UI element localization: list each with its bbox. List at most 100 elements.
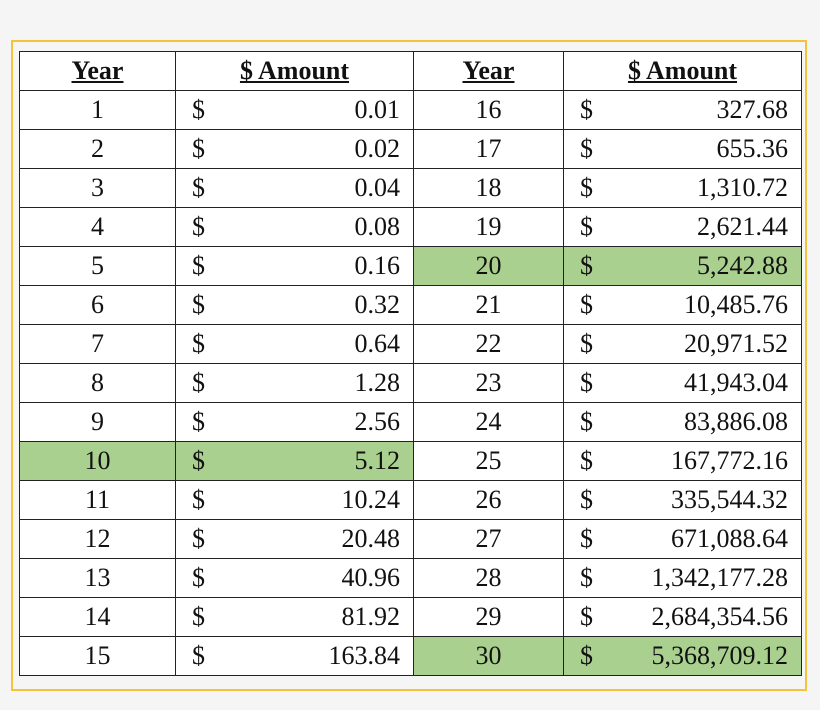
table-row: 12 $20.48 27 $671,088.64 — [19, 519, 802, 559]
amount-cell: $0.32 — [175, 285, 414, 325]
currency-symbol: $ — [192, 602, 205, 631]
currency-symbol: $ — [192, 251, 205, 280]
year-cell: 2 — [19, 129, 176, 169]
table-row: 15 $163.84 30 $5,368,709.12 — [19, 636, 802, 676]
column-header: $ Amount — [175, 51, 414, 91]
currency-symbol: $ — [580, 602, 593, 631]
amount-cell: $0.01 — [175, 90, 414, 130]
year-cell: 23 — [413, 363, 564, 403]
currency-symbol: $ — [580, 134, 593, 163]
amount-cell: $0.08 — [175, 207, 414, 247]
year-cell: 19 — [413, 207, 564, 247]
amount-value: 20,971.52 — [684, 329, 788, 358]
currency-symbol: $ — [580, 407, 593, 436]
frame — [11, 40, 807, 691]
amount-value: 40.96 — [341, 563, 401, 592]
table-row: 7 $0.64 22 $20,971.52 — [19, 324, 802, 364]
year-cell: 10 — [19, 441, 176, 481]
amount-value: 1,310.72 — [697, 173, 788, 202]
currency-symbol: $ — [580, 641, 593, 670]
currency-symbol: $ — [580, 290, 593, 319]
currency-symbol: $ — [192, 485, 205, 514]
currency-symbol: $ — [580, 446, 593, 475]
year-cell: 14 — [19, 597, 176, 637]
amount-cell: $41,943.04 — [563, 363, 802, 403]
amount-value: 5,242.88 — [697, 251, 788, 280]
year-cell: 30 — [413, 636, 564, 676]
amount-cell: $40.96 — [175, 558, 414, 598]
amount-value: 1,342,177.28 — [651, 563, 789, 592]
year-cell: 24 — [413, 402, 564, 442]
currency-symbol: $ — [192, 563, 205, 592]
year-cell: 7 — [19, 324, 176, 364]
amount-value: 2.56 — [354, 407, 401, 436]
year-cell: 8 — [19, 363, 176, 403]
amount-value: 2,684,354.56 — [651, 602, 789, 631]
amount-cell: $0.64 — [175, 324, 414, 364]
year-cell: 29 — [413, 597, 564, 637]
year-cell: 15 — [19, 636, 176, 676]
amount-cell: $10,485.76 — [563, 285, 802, 325]
header-row: Year $ Amount Year $ Amount — [19, 51, 802, 91]
amount-value: 1.28 — [354, 368, 401, 397]
amount-cell: $83,886.08 — [563, 402, 802, 442]
amount-value: 671,088.64 — [671, 524, 788, 553]
year-cell: 22 — [413, 324, 564, 364]
amount-value: 0.01 — [354, 95, 401, 124]
year-cell: 4 — [19, 207, 176, 247]
amount-value: 0.02 — [354, 134, 401, 163]
table-row: 9 $2.56 24 $83,886.08 — [19, 402, 802, 442]
amount-cell: $1.28 — [175, 363, 414, 403]
currency-symbol: $ — [580, 329, 593, 358]
amount-value: 327.68 — [716, 95, 789, 124]
table-body: 1 $0.01 16 $327.68 2 $0.02 17 $655.36 3 $0.04 18 $1… — [19, 90, 802, 676]
amount-value: 5,368,709.12 — [651, 641, 789, 670]
amount-cell: $327.68 — [563, 90, 802, 130]
year-cell: 17 — [413, 129, 564, 169]
amount-cell: $1,342,177.28 — [563, 558, 802, 598]
year-cell: 26 — [413, 480, 564, 520]
amount-cell: $5,368,709.12 — [563, 636, 802, 676]
amount-value: 0.32 — [354, 290, 401, 319]
amount-cell: $5,242.88 — [563, 246, 802, 286]
amount-cell: $2,621.44 — [563, 207, 802, 247]
amount-cell: $0.16 — [175, 246, 414, 286]
table-row: 13 $40.96 28 $1,342,177.28 — [19, 558, 802, 598]
amount-cell: $167,772.16 — [563, 441, 802, 481]
table-row: 2 $0.02 17 $655.36 — [19, 129, 802, 169]
amount-value: 0.08 — [354, 212, 401, 241]
amount-cell: $2.56 — [175, 402, 414, 442]
amount-value: 20.48 — [341, 524, 401, 553]
amount-value: 10,485.76 — [684, 290, 788, 319]
currency-symbol: $ — [580, 212, 593, 241]
amount-value: 0.16 — [354, 251, 401, 280]
amount-value: 83,886.08 — [684, 407, 788, 436]
currency-symbol: $ — [192, 329, 205, 358]
amount-cell: $1,310.72 — [563, 168, 802, 208]
amount-cell: $20,971.52 — [563, 324, 802, 364]
amount-value: 0.04 — [354, 173, 401, 202]
year-cell: 28 — [413, 558, 564, 598]
currency-symbol: $ — [580, 485, 593, 514]
currency-symbol: $ — [192, 641, 205, 670]
table: Year $ Amount Year $ Amount 1 $0.01 16 $327.68… — [19, 51, 802, 676]
year-cell: 16 — [413, 90, 564, 130]
amount-cell: $2,684,354.56 — [563, 597, 802, 637]
amount-cell: $655.36 — [563, 129, 802, 169]
amount-value: 41,943.04 — [684, 368, 788, 397]
table-row: 10 $5.12 25 $167,772.16 — [19, 441, 802, 481]
currency-symbol: $ — [192, 290, 205, 319]
table-row: 8 $1.28 23 $41,943.04 — [19, 363, 802, 403]
year-cell: 25 — [413, 441, 564, 481]
amount-value: 5.12 — [354, 446, 401, 475]
amount-cell: $163.84 — [175, 636, 414, 676]
amount-cell: $5.12 — [175, 441, 414, 481]
year-cell: 5 — [19, 246, 176, 286]
currency-symbol: $ — [580, 251, 593, 280]
amount-cell: $81.92 — [175, 597, 414, 637]
table-row: 11 $10.24 26 $335,544.32 — [19, 480, 802, 520]
column-header: Year — [19, 51, 176, 91]
amount-value: 0.64 — [354, 329, 401, 358]
currency-symbol: $ — [192, 368, 205, 397]
